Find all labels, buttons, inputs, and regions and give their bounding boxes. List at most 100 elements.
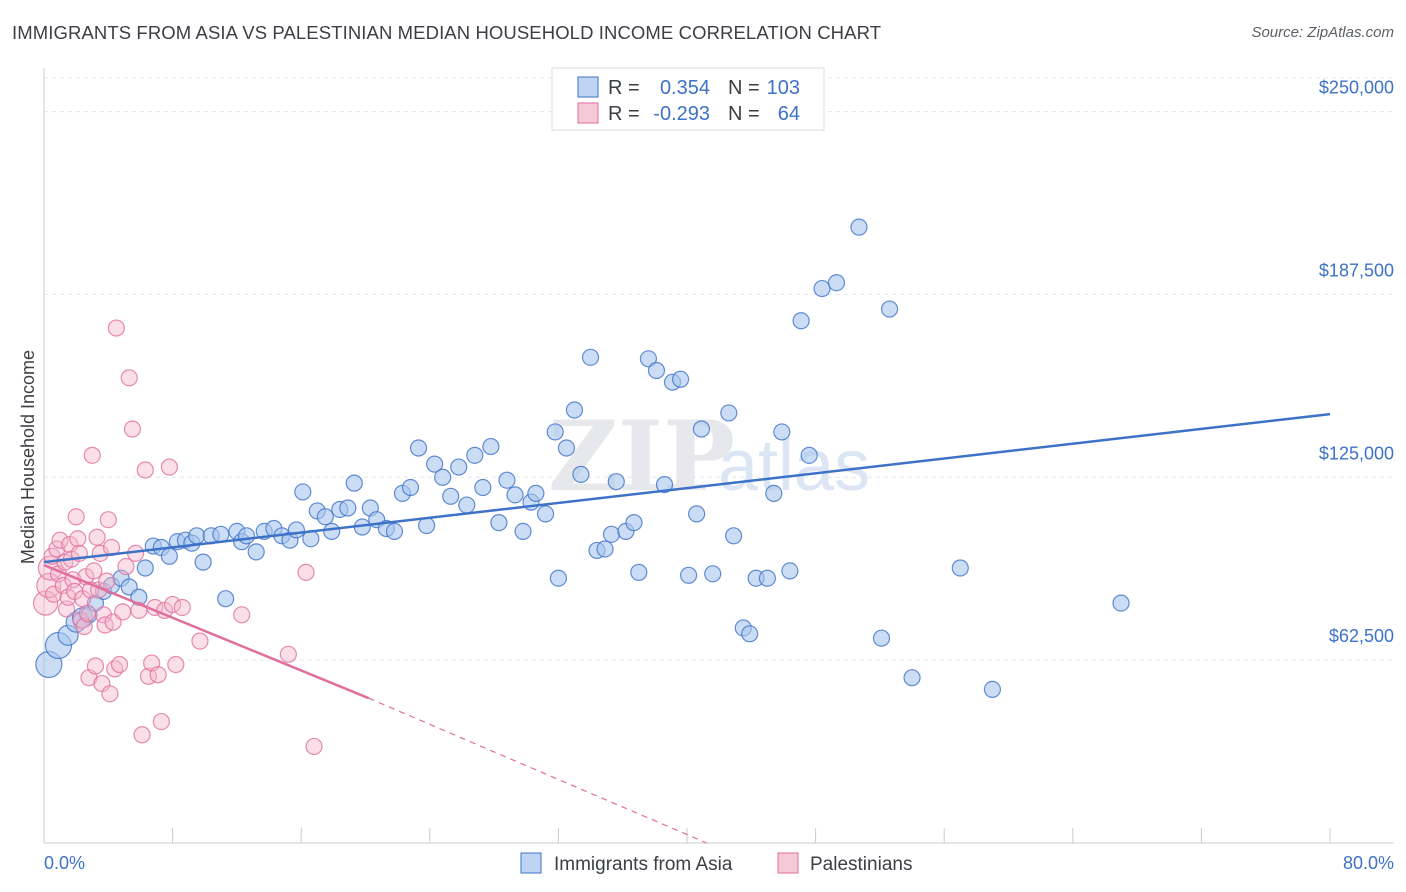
- trend-line-palestinians: [43, 563, 370, 700]
- point-asia: [474, 478, 492, 497]
- y-tick-label: $125,000: [1319, 443, 1394, 463]
- point-asia: [903, 669, 921, 687]
- point-asia: [345, 474, 363, 492]
- point-asia: [792, 312, 810, 330]
- point-palestinians: [191, 632, 209, 650]
- point-palestinians: [45, 585, 63, 603]
- point-asia: [625, 514, 643, 532]
- point-asia: [549, 569, 568, 587]
- legend-swatch-pink: [577, 102, 599, 124]
- y-tick-label: $62,500: [1329, 626, 1394, 646]
- point-asia: [565, 401, 584, 419]
- point-asia: [781, 562, 799, 580]
- point-asia: [655, 476, 674, 494]
- legend-r-label-2: R =: [608, 103, 640, 125]
- series-legend-swatch-blue: [520, 852, 542, 874]
- y-axis-label: Median Household Income: [18, 350, 38, 564]
- point-asia: [671, 370, 690, 388]
- point-asia: [872, 629, 891, 647]
- point-asia: [951, 559, 969, 577]
- point-asia: [765, 484, 783, 502]
- point-asia: [758, 569, 776, 587]
- y-tick-label: $250,000: [1319, 78, 1394, 98]
- point-palestinians: [85, 562, 103, 580]
- point-palestinians: [120, 369, 138, 387]
- chart-title: IMMIGRANTS FROM ASIA VS PALESTINIAN MEDI…: [12, 22, 882, 43]
- point-palestinians: [98, 572, 116, 590]
- point-asia: [287, 521, 305, 539]
- point-asia: [850, 218, 868, 236]
- trend-lines: [43, 412, 1331, 844]
- point-asia: [800, 446, 818, 464]
- point-asia: [630, 563, 648, 581]
- series-legend-label-asia: Immigrants from Asia: [554, 854, 733, 875]
- point-palestinians: [101, 685, 119, 703]
- point-palestinians: [160, 458, 178, 476]
- point-palestinians: [133, 726, 151, 744]
- point-palestinians: [86, 657, 105, 675]
- series-legend-swatch-pink: [777, 852, 799, 874]
- point-asia: [247, 543, 265, 561]
- point-palestinians: [110, 655, 129, 674]
- point-palestinians: [152, 712, 170, 731]
- legend-swatch-blue: [577, 76, 599, 98]
- point-palestinians: [59, 588, 77, 606]
- point-palestinians: [107, 319, 125, 337]
- point-asia: [401, 478, 420, 497]
- axes: [43, 68, 1394, 844]
- watermark-atlas: atlas: [718, 426, 870, 506]
- point-palestinians: [67, 508, 85, 526]
- point-asia: [188, 527, 206, 545]
- legend-r-label-1: R =: [608, 77, 640, 99]
- point-asia: [450, 458, 468, 476]
- point-asia: [680, 566, 698, 584]
- point-asia: [409, 439, 428, 457]
- point-asia: [725, 527, 743, 545]
- point-palestinians: [83, 446, 101, 464]
- source-label: Source: ZipAtlas.com: [1251, 24, 1394, 41]
- point-asia: [434, 468, 452, 486]
- trend-line-asia: [43, 412, 1331, 564]
- point-asia: [546, 423, 564, 441]
- correlation-legend: R = 0.354 N = 103 R = -0.293 N = 64: [551, 67, 825, 131]
- legend-n-value-1: 103: [767, 77, 800, 99]
- point-asia: [323, 522, 341, 541]
- legend-r-value-2: -0.293: [653, 103, 710, 125]
- point-asia: [527, 484, 545, 502]
- point-asia: [557, 439, 576, 457]
- point-asia: [316, 508, 334, 526]
- series-legend: Immigrants from Asia Palestinians: [520, 852, 912, 875]
- point-asia: [647, 361, 666, 380]
- point-asia: [160, 547, 178, 565]
- point-palestinians: [78, 604, 97, 622]
- point-asia: [720, 404, 738, 422]
- legend-r-value-1: 0.354: [660, 77, 710, 99]
- point-asia: [773, 423, 791, 441]
- point-palestinians: [233, 606, 251, 624]
- data-points: [33, 218, 1130, 756]
- point-asia: [194, 553, 212, 571]
- point-asia: [596, 540, 614, 558]
- point-palestinians: [99, 511, 117, 529]
- point-palestinians: [48, 540, 66, 558]
- point-asia: [442, 487, 460, 505]
- point-asia: [983, 680, 1002, 699]
- point-asia: [294, 483, 312, 501]
- point-asia: [639, 350, 658, 368]
- point-asia: [741, 625, 759, 643]
- legend-n-label-1: N =: [728, 77, 760, 99]
- point-palestinians: [69, 530, 87, 548]
- y-tick-labels: $62,500 $125,000 $187,500 $250,000: [1319, 78, 1394, 647]
- point-asia: [602, 525, 621, 543]
- point-asia: [1112, 594, 1130, 612]
- point-palestinians: [88, 528, 106, 546]
- x-tick-label-min: 0.0%: [44, 853, 85, 873]
- point-asia: [506, 486, 524, 504]
- point-asia: [490, 514, 508, 532]
- point-palestinians: [279, 645, 297, 663]
- point-asia: [827, 274, 846, 292]
- x-tick-label-max: 80.0%: [1343, 853, 1394, 873]
- point-asia: [581, 348, 600, 366]
- point-asia: [482, 437, 500, 456]
